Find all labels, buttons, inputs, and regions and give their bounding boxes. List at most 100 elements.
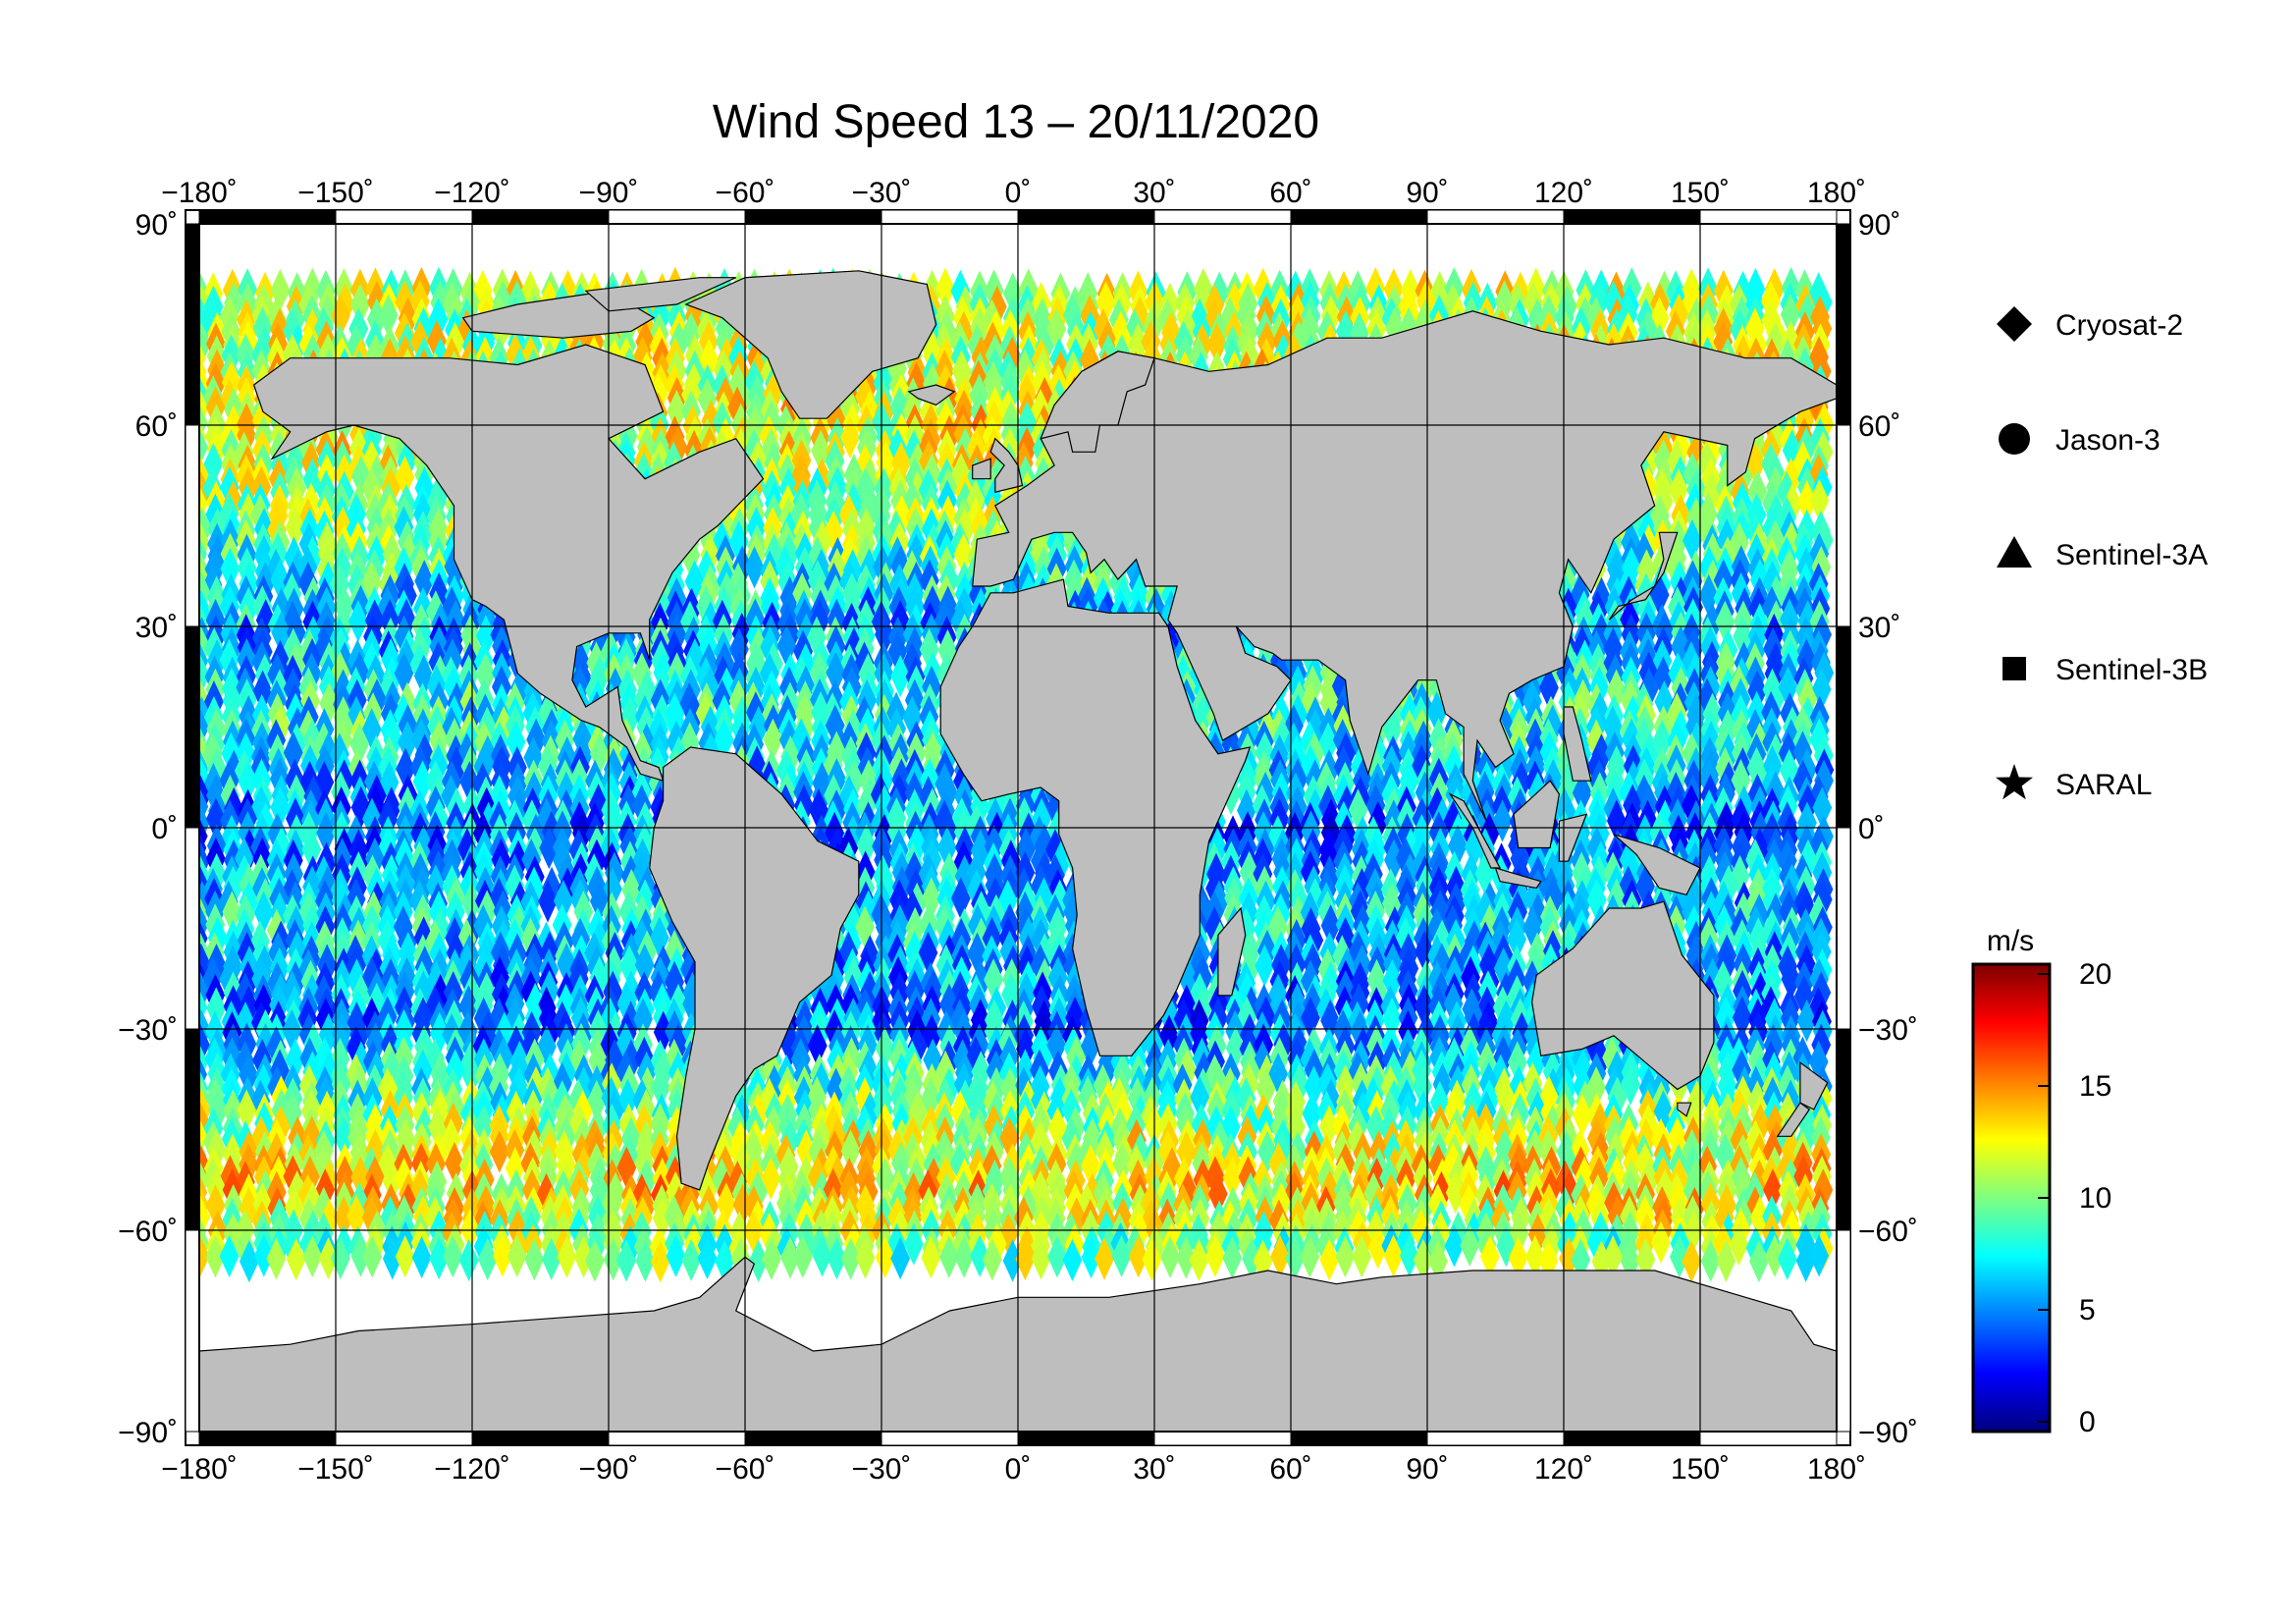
wind-sample: [456, 309, 477, 352]
wind-sample: [1426, 691, 1447, 734]
wind-sample: [1320, 904, 1341, 947]
wind-sample: [780, 735, 801, 779]
wind-sample: [553, 879, 573, 923]
wind-sample: [1335, 309, 1356, 353]
wind-sample: [1239, 892, 1258, 935]
wind-sample: [589, 732, 610, 776]
wind-sample: [1240, 709, 1260, 752]
wind-sample: [1412, 744, 1432, 787]
wind-sample: [1002, 336, 1023, 379]
wind-sample: [302, 458, 323, 501]
wind-sample: [997, 879, 1018, 922]
wind-sample: [887, 630, 908, 674]
wind-sample: [1098, 334, 1119, 377]
wind-sample: [412, 865, 433, 909]
wind-sample: [1669, 468, 1688, 512]
wind-sample: [1734, 335, 1753, 378]
wind-sample: [1014, 796, 1035, 840]
wind-sample: [1194, 280, 1214, 323]
wind-sample: [474, 721, 494, 764]
wind-sample: [1702, 559, 1723, 603]
wind-sample: [807, 535, 828, 578]
wind-sample: [267, 653, 288, 696]
wind-sample: [685, 637, 705, 681]
wind-sample: [1796, 480, 1817, 523]
wind-sample: [1809, 478, 1830, 522]
wind-sample: [907, 824, 927, 867]
wind-sample: [1543, 758, 1564, 802]
wind-sample: [1588, 280, 1609, 323]
wind-sample: [1792, 441, 1813, 484]
wind-sample: [351, 455, 371, 498]
wind-sample: [1239, 850, 1259, 893]
wind-sample: [303, 615, 323, 659]
wind-sample: [902, 890, 923, 933]
wind-sample: [1030, 532, 1050, 575]
wind-sample: [1300, 681, 1320, 725]
wind-sample: [199, 428, 209, 467]
wind-sample: [1045, 787, 1066, 831]
wind-sample: [790, 492, 811, 535]
wind-sample: [1606, 799, 1627, 842]
wind-sample: [904, 626, 925, 670]
wind-sample: [1511, 761, 1531, 804]
wind-sample: [414, 560, 435, 603]
wind-sample: [253, 891, 274, 934]
wind-sample: [1667, 440, 1686, 484]
wind-sample: [393, 905, 413, 948]
wind-sample: [1332, 935, 1353, 978]
wind-sample: [1236, 294, 1256, 337]
wind-sample: [476, 615, 496, 658]
wind-sample: [398, 721, 417, 764]
wind-sample: [936, 826, 957, 869]
wind-sample: [506, 720, 526, 764]
wind-sample: [394, 652, 414, 695]
wind-sample: [1032, 359, 1052, 403]
wind-sample: [378, 294, 399, 337]
wind-sample: [223, 865, 243, 909]
wind-sample: [1715, 850, 1735, 893]
wind-sample: [667, 389, 687, 433]
wind-sample: [632, 894, 652, 938]
wind-sample: [856, 824, 877, 867]
wind-sample: [284, 536, 304, 579]
wind-sample: [221, 360, 241, 404]
wind-sample: [1365, 784, 1386, 827]
wind-sample: [1702, 602, 1723, 645]
wind-sample: [1634, 531, 1654, 575]
wind-sample: [1685, 878, 1706, 921]
wind-sample: [1159, 282, 1180, 325]
wind-sample: [1031, 918, 1051, 961]
wind-sample: [220, 547, 240, 591]
wind-sample: [1591, 613, 1612, 656]
wind-sample: [667, 652, 687, 695]
wind-sample: [1448, 824, 1468, 867]
wind-sample: [762, 400, 782, 443]
wind-sample: [1522, 679, 1542, 723]
wind-sample: [1731, 758, 1751, 802]
wind-sample: [922, 665, 941, 709]
wind-sample: [461, 882, 482, 925]
wind-sample: [1762, 560, 1783, 604]
wind-sample: [1812, 878, 1833, 921]
wind-sample: [1621, 546, 1641, 589]
wind-sample: [1193, 695, 1213, 738]
wind-sample: [397, 573, 417, 618]
wind-sample: [1671, 425, 1691, 469]
wind-sample: [826, 651, 846, 694]
wind-sample: [1602, 535, 1623, 578]
wind-sample: [1591, 576, 1612, 620]
wind-sample: [1353, 759, 1372, 802]
wind-sample: [349, 651, 370, 694]
wind-sample: [552, 903, 572, 947]
wind-sample: [1035, 851, 1054, 894]
wind-sample: [1718, 709, 1738, 752]
wind-sample: [1429, 270, 1450, 314]
wind-sample: [1289, 320, 1308, 363]
wind-sample: [1492, 799, 1513, 842]
wind-sample: [475, 652, 496, 695]
wind-sample: [347, 599, 368, 643]
wind-sample: [239, 586, 259, 629]
wind-sample: [1603, 280, 1624, 323]
wind-sample: [1766, 893, 1786, 936]
